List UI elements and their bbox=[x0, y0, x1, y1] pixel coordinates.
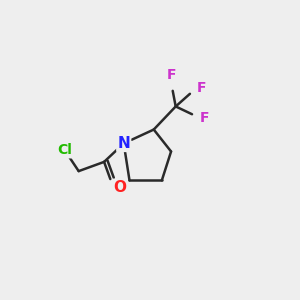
Text: F: F bbox=[196, 81, 206, 95]
Text: Cl: Cl bbox=[57, 143, 72, 157]
Text: N: N bbox=[117, 136, 130, 151]
Text: F: F bbox=[200, 111, 209, 125]
Text: O: O bbox=[113, 180, 126, 195]
Text: F: F bbox=[166, 68, 176, 82]
